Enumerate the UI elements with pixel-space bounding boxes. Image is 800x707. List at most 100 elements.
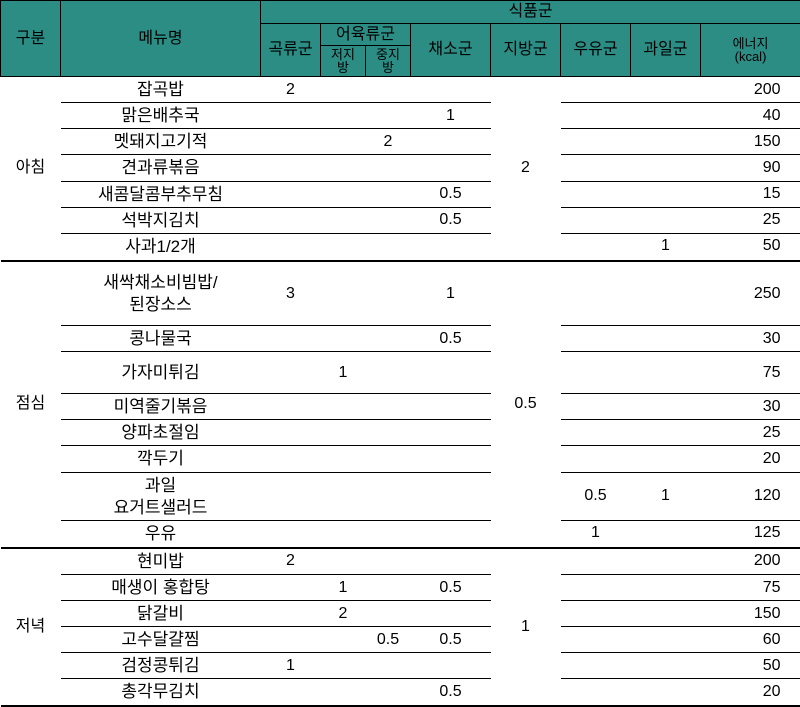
table-row: 고수달걀찜0.50.560 [1,627,800,653]
menu-cell: 견과류볶음 [61,155,261,181]
lowfat-cell: 1 [321,575,366,601]
veg-cell: 1 [411,261,491,326]
kcal-cell: 150 [701,601,800,627]
medfat-cell [366,473,411,521]
medfat-cell: 0.5 [366,627,411,653]
milk-cell [561,234,631,261]
grain-cell [261,182,321,208]
kcal-cell: 90 [701,155,800,181]
milk-cell [561,653,631,679]
table-body: 아침잡곡밥22200맑은배추국140멧돼지고기적2150견과류볶음90새콤달콤부… [1,77,800,707]
grain-cell [261,679,321,706]
veg-cell [411,653,491,679]
grain-cell [261,394,321,420]
veg-cell: 0.5 [411,208,491,234]
lowfat-cell [321,261,366,326]
th-lowfat: 저지방 [321,46,366,77]
table-row: 석박지김치 0.5 25 [1,208,800,234]
veg-cell [411,601,491,627]
grain-cell [261,103,321,129]
table-row: 매생이 홍합탕10.575 [1,575,800,601]
table-row: 미역줄기볶음 30 [1,394,800,420]
menu-cell: 매생이 홍합탕 [61,575,261,601]
veg-cell: 0.5 [411,679,491,706]
veg-cell: 0.5 [411,575,491,601]
kcal-cell: 25 [701,420,800,446]
medfat-cell [366,208,411,234]
milk-cell [561,326,631,352]
menu-cell: 잡곡밥 [61,77,261,104]
table-row: 새콤달콤부추무침 0.5 15 [1,182,800,208]
fruit-cell [631,326,701,352]
kcal-cell: 200 [701,548,800,575]
th-grain: 곡류군 [261,23,321,77]
kcal-cell: 125 [701,521,800,548]
kcal-cell: 15 [701,182,800,208]
menu-cell: 석박지김치 [61,208,261,234]
medfat-cell [366,326,411,352]
fruit-cell [631,575,701,601]
lowfat-cell [321,627,366,653]
menu-cell: 가자미튀김 [61,352,261,394]
kcal-cell: 50 [701,653,800,679]
grain-cell: 1 [261,653,321,679]
kcal-cell: 120 [701,473,800,521]
medfat-cell [366,446,411,472]
grain-cell [261,446,321,472]
lowfat-cell [321,446,366,472]
th-energy: 에너지(kcal) [701,23,800,77]
table-row: 맑은배추국140 [1,103,800,129]
fruit-cell [631,129,701,155]
veg-cell [411,129,491,155]
kcal-cell: 25 [701,208,800,234]
fruit-cell: 1 [631,234,701,261]
lowfat-cell [321,473,366,521]
table-row: 검정콩튀김150 [1,653,800,679]
lowfat-cell [321,420,366,446]
menu-cell: 미역줄기볶음 [61,394,261,420]
grain-cell [261,208,321,234]
milk-cell [561,601,631,627]
menu-cell: 새콤달콤부추무침 [61,182,261,208]
fat-cell: 0.5 [491,261,561,548]
veg-cell: 0.5 [411,182,491,208]
fruit-cell [631,394,701,420]
table-row: 과일요거트샐러드0.51120 [1,473,800,521]
lowfat-cell [321,182,366,208]
medfat-cell [366,420,411,446]
fruit-cell [631,548,701,575]
menu-cell: 총각무김치 [61,679,261,706]
lowfat-cell [321,521,366,548]
th-foodgroup: 식품군 [261,1,800,24]
kcal-cell: 30 [701,394,800,420]
veg-cell: 1 [411,103,491,129]
kcal-cell: 250 [701,261,800,326]
kcal-cell: 30 [701,326,800,352]
fruit-cell [631,77,701,104]
table-row: 양파초절임25 [1,420,800,446]
medfat-cell [366,394,411,420]
grain-cell: 3 [261,261,321,326]
grain-cell [261,575,321,601]
lowfat-cell [321,234,366,261]
fruit-cell [631,155,701,181]
th-menu: 메뉴명 [61,1,261,77]
medfat-cell [366,653,411,679]
grain-cell [261,155,321,181]
medfat-cell [366,77,411,104]
lowfat-cell [321,394,366,420]
milk-cell [561,352,631,394]
table-row: 닭갈비2150 [1,601,800,627]
veg-cell [411,420,491,446]
grain-cell [261,326,321,352]
fruit-cell [631,182,701,208]
kcal-cell: 20 [701,446,800,472]
grain-cell [261,420,321,446]
milk-cell [561,394,631,420]
fruit-cell [631,653,701,679]
medfat-cell [366,679,411,706]
kcal-cell: 20 [701,679,800,706]
medfat-cell [366,182,411,208]
kcal-cell: 200 [701,77,800,104]
milk-cell [561,627,631,653]
